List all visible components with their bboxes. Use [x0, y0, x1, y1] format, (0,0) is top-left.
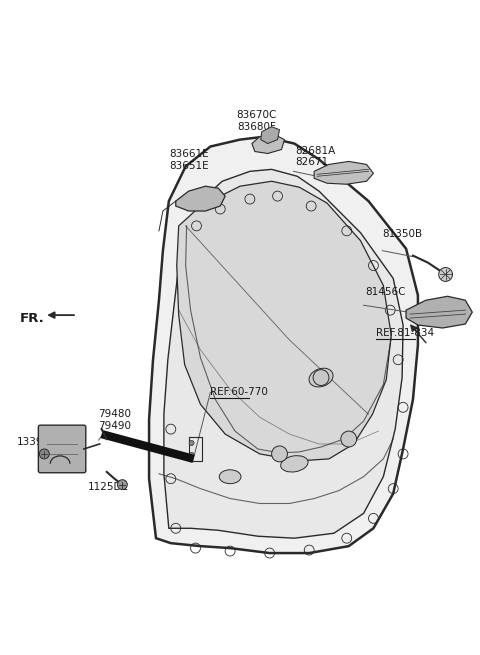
Text: REF.60-770: REF.60-770: [210, 388, 268, 398]
Text: 79490: 79490: [97, 421, 131, 431]
Text: FR.: FR.: [20, 312, 44, 325]
Text: 83670C: 83670C: [237, 110, 277, 120]
Circle shape: [118, 479, 127, 490]
Text: 82671: 82671: [295, 157, 328, 168]
Polygon shape: [261, 126, 279, 143]
Text: 82681A: 82681A: [295, 145, 336, 155]
Text: REF.81-834: REF.81-834: [376, 328, 434, 338]
Polygon shape: [164, 170, 403, 538]
Text: 81456C: 81456C: [366, 288, 406, 297]
Text: 79480: 79480: [97, 409, 131, 419]
Circle shape: [39, 449, 49, 459]
Circle shape: [313, 369, 329, 386]
Circle shape: [189, 453, 194, 457]
Circle shape: [341, 431, 357, 447]
Polygon shape: [149, 137, 418, 553]
Ellipse shape: [309, 368, 333, 387]
Polygon shape: [314, 161, 373, 184]
Text: 1339CC: 1339CC: [17, 437, 58, 447]
Polygon shape: [176, 186, 225, 211]
Text: 83680F: 83680F: [238, 122, 276, 132]
Ellipse shape: [281, 456, 308, 472]
Polygon shape: [406, 296, 472, 328]
Text: 83661E: 83661E: [169, 149, 208, 159]
FancyBboxPatch shape: [38, 425, 86, 473]
Ellipse shape: [219, 470, 241, 483]
Polygon shape: [177, 181, 391, 461]
Polygon shape: [252, 135, 285, 153]
Circle shape: [272, 446, 288, 462]
Text: 1125DL: 1125DL: [88, 481, 128, 492]
Circle shape: [439, 267, 453, 282]
Circle shape: [189, 441, 194, 445]
Text: 81350B: 81350B: [383, 229, 422, 239]
Text: 83651E: 83651E: [169, 161, 208, 172]
